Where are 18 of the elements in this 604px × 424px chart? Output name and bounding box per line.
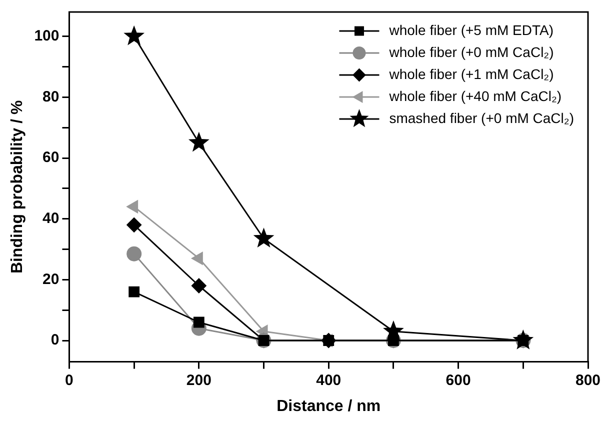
x-tick-label: 0	[65, 372, 74, 389]
x-tick-label: 600	[446, 372, 471, 389]
y-tick-label: 60	[42, 149, 60, 166]
y-tick-label: 80	[42, 88, 60, 106]
y-axis-title: Binding probability / %	[9, 100, 26, 274]
y-tick-label: 40	[42, 210, 60, 227]
x-tick-label: 200	[186, 372, 212, 389]
legend-label: smashed fiber (+0 mM CaCl₂)	[389, 110, 574, 126]
x-tick-label: 800	[575, 372, 601, 389]
legend-label: whole fiber (+5 mM EDTA)	[388, 22, 554, 38]
y-tick-label: 20	[42, 270, 60, 288]
x-axis-title: Distance / nm	[276, 398, 381, 415]
x-tick-label: 400	[316, 372, 342, 389]
legend-label: whole fiber (+0 mM CaCl₂)	[388, 44, 554, 60]
legend-label: whole fiber (+40 mM CaCl₂)	[388, 88, 562, 104]
legend-label: whole fiber (+1 mM CaCl₂)	[388, 66, 554, 82]
y-tick-label: 100	[34, 27, 60, 44]
y-tick-label: 0	[50, 332, 60, 349]
